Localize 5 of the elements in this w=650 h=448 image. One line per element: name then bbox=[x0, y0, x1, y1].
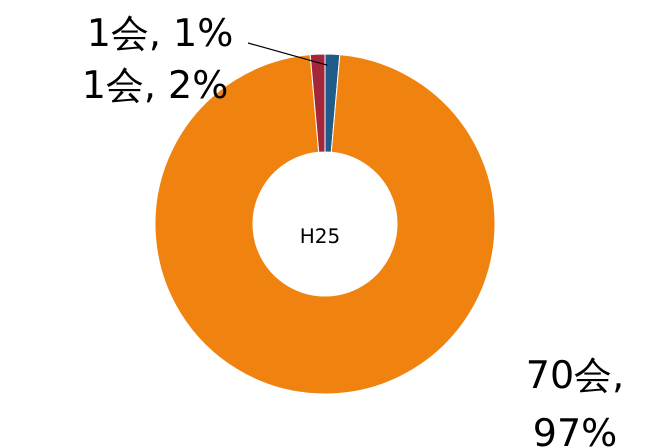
data-label: 1会, 2% bbox=[82, 63, 228, 107]
data-label: 1会, 1% bbox=[86, 11, 234, 55]
text: H25 bbox=[300, 224, 340, 248]
donut-slice bbox=[154, 54, 496, 394]
data-label: 70会, 97% bbox=[526, 353, 624, 448]
